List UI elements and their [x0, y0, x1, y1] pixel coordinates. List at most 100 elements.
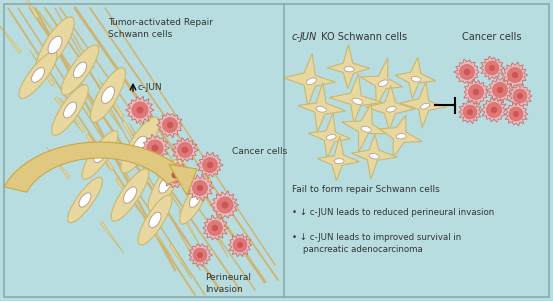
Polygon shape	[308, 113, 351, 158]
Ellipse shape	[396, 134, 406, 139]
Polygon shape	[4, 142, 189, 192]
Circle shape	[237, 242, 243, 248]
Circle shape	[178, 142, 192, 157]
Circle shape	[463, 105, 477, 119]
Polygon shape	[169, 244, 192, 279]
Polygon shape	[464, 79, 488, 105]
Polygon shape	[129, 123, 152, 160]
Circle shape	[163, 117, 178, 132]
Ellipse shape	[121, 117, 159, 173]
Text: KO Schwann cells: KO Schwann cells	[318, 32, 407, 42]
Polygon shape	[379, 115, 422, 158]
Polygon shape	[179, 210, 201, 247]
Ellipse shape	[133, 136, 147, 154]
Circle shape	[132, 102, 148, 118]
Polygon shape	[453, 59, 479, 85]
Ellipse shape	[180, 176, 210, 224]
Ellipse shape	[316, 106, 326, 112]
Polygon shape	[197, 152, 223, 177]
Polygon shape	[46, 147, 70, 178]
Polygon shape	[366, 85, 415, 130]
Ellipse shape	[149, 212, 161, 228]
Ellipse shape	[411, 76, 421, 82]
Polygon shape	[172, 138, 199, 162]
Polygon shape	[118, 161, 141, 196]
Polygon shape	[55, 97, 81, 130]
Text: Perineural
Invasion: Perineural Invasion	[205, 273, 251, 294]
Ellipse shape	[326, 134, 336, 140]
Ellipse shape	[93, 147, 106, 163]
Circle shape	[152, 144, 159, 151]
Circle shape	[513, 111, 519, 117]
Ellipse shape	[82, 131, 118, 179]
Ellipse shape	[64, 102, 76, 118]
Ellipse shape	[421, 103, 430, 109]
Ellipse shape	[306, 78, 316, 85]
Circle shape	[489, 65, 495, 71]
Polygon shape	[162, 143, 182, 177]
Circle shape	[217, 197, 233, 213]
Ellipse shape	[32, 67, 44, 82]
Polygon shape	[459, 101, 481, 124]
Polygon shape	[0, 20, 21, 53]
Ellipse shape	[74, 62, 87, 78]
Ellipse shape	[335, 159, 344, 164]
Text: c-: c-	[292, 32, 301, 42]
Polygon shape	[116, 178, 140, 212]
Circle shape	[464, 69, 470, 75]
Polygon shape	[481, 97, 506, 122]
Polygon shape	[98, 79, 124, 118]
Circle shape	[197, 252, 203, 258]
Ellipse shape	[361, 126, 372, 132]
Polygon shape	[122, 121, 145, 160]
Ellipse shape	[369, 154, 379, 159]
Circle shape	[517, 93, 523, 99]
Text: Cancer cells: Cancer cells	[462, 32, 521, 42]
Text: Tumor-activated Repair
Schwann cells: Tumor-activated Repair Schwann cells	[108, 18, 213, 39]
Polygon shape	[207, 223, 228, 257]
Circle shape	[513, 89, 527, 103]
Ellipse shape	[51, 85, 88, 135]
Polygon shape	[39, 11, 64, 46]
Ellipse shape	[352, 98, 363, 104]
Polygon shape	[156, 172, 181, 211]
Circle shape	[508, 67, 523, 82]
Text: • ↓ c-JUN leads to reduced perineural invasion: • ↓ c-JUN leads to reduced perineural in…	[292, 208, 494, 217]
Text: Cancer cells: Cancer cells	[232, 147, 287, 157]
Polygon shape	[156, 113, 182, 138]
Circle shape	[137, 107, 143, 113]
Polygon shape	[283, 54, 335, 106]
Circle shape	[485, 61, 499, 75]
Polygon shape	[329, 73, 382, 123]
Polygon shape	[317, 136, 359, 181]
Circle shape	[171, 172, 179, 178]
Circle shape	[460, 64, 474, 79]
Ellipse shape	[189, 193, 201, 207]
Polygon shape	[327, 45, 370, 88]
Circle shape	[512, 72, 518, 78]
Polygon shape	[400, 82, 446, 128]
Circle shape	[207, 162, 213, 168]
Text: JUN: JUN	[300, 32, 317, 42]
Ellipse shape	[148, 159, 182, 211]
Polygon shape	[487, 77, 513, 103]
Text: • ↓ c-JUN leads to improved survival in
    pancreatic adenocarcinoma: • ↓ c-JUN leads to improved survival in …	[292, 233, 461, 255]
Polygon shape	[88, 133, 114, 170]
Circle shape	[473, 89, 479, 95]
Text: Fail to form repair Schwann cells: Fail to form repair Schwann cells	[292, 185, 440, 194]
Polygon shape	[14, 0, 39, 18]
Polygon shape	[352, 135, 397, 179]
Circle shape	[212, 225, 218, 231]
Circle shape	[192, 181, 207, 196]
Ellipse shape	[48, 36, 62, 54]
Circle shape	[167, 122, 173, 128]
Ellipse shape	[344, 67, 354, 72]
Polygon shape	[203, 215, 228, 240]
Polygon shape	[169, 164, 197, 196]
Polygon shape	[509, 84, 532, 108]
Circle shape	[182, 147, 188, 153]
Circle shape	[509, 107, 523, 121]
Ellipse shape	[387, 106, 396, 112]
Polygon shape	[360, 57, 403, 106]
Polygon shape	[100, 222, 124, 253]
